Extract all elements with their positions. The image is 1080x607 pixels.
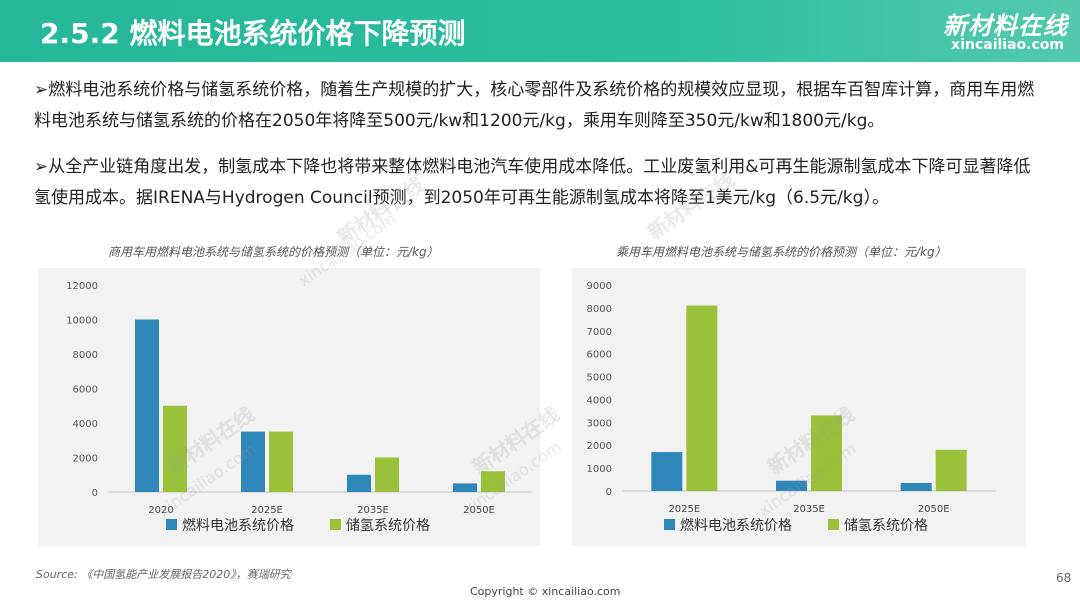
legend-swatch xyxy=(664,519,675,530)
bar-hydrogen-storage xyxy=(935,449,967,491)
y-tick-label: 5000 xyxy=(587,373,612,384)
page-title: 2.5.2 燃料电池系统价格下降预测 xyxy=(40,17,466,50)
bar-hydrogen-storage xyxy=(163,405,187,492)
bar-hydrogen-storage xyxy=(811,415,842,491)
chart-panel-passenger: 0 1000 2000 3000 4000 5000 6000 7000 8000 9000 202… xyxy=(572,268,1026,546)
legend-label: 储氢系统价格 xyxy=(346,518,430,534)
logo-name: 新材料在线 xyxy=(943,12,1068,40)
copyright: Copyright © xincailiao.com xyxy=(470,585,621,598)
bar-fuel-cell xyxy=(347,474,371,492)
y-tick-label: 8000 xyxy=(73,350,98,361)
page-number: 68 xyxy=(1056,571,1072,585)
x-tick-label: 2020 xyxy=(148,505,173,516)
chart-title-passenger: 乘用车用燃料电池系统与储氢系统的价格预测（单位：元/kg） xyxy=(616,245,947,259)
legend-label: 储氢系统价格 xyxy=(844,518,928,534)
y-tick-label: 9000 xyxy=(587,281,612,292)
y-tick-label: 3000 xyxy=(587,418,612,429)
y-tick-label: 6000 xyxy=(73,385,98,396)
x-tick-label: 2035E xyxy=(357,505,389,516)
legend-swatch xyxy=(828,519,839,530)
y-tick-label: 6000 xyxy=(587,350,612,361)
header-bar xyxy=(0,0,1080,62)
x-tick-label: 2035E xyxy=(793,504,825,515)
bar-hydrogen-storage xyxy=(686,305,718,491)
legend-label: 燃料电池系统价格 xyxy=(680,517,792,534)
legend-label: 燃料电池系统价格 xyxy=(182,517,294,534)
chart-panel-commercial: 0 2000 4000 6000 8000 10000 12000 2020 2025E 2035… xyxy=(38,268,540,546)
y-tick-label: 0 xyxy=(92,488,98,499)
x-tick-label: 2050E xyxy=(918,504,950,515)
bar-fuel-cell xyxy=(453,483,477,492)
y-tick-label: 4000 xyxy=(73,419,98,430)
bullet-text-1: ➢燃料电池系统价格与储氢系统价格，随着生产规模的扩大，核心零部件及系统价格的规模… xyxy=(34,80,1035,131)
y-tick-label: 12000 xyxy=(66,281,98,292)
bar-fuel-cell xyxy=(241,431,265,492)
source-note: Source: 《中国氢能产业发展报告2020》，赛瑞研究 xyxy=(36,568,291,581)
bar-fuel-cell xyxy=(900,482,932,491)
bar-fuel-cell xyxy=(135,319,159,492)
legend-swatch xyxy=(330,519,341,530)
y-tick-label: 0 xyxy=(606,487,612,498)
y-tick-label: 2000 xyxy=(587,441,612,452)
logo-url: xincailiao.com xyxy=(951,37,1064,53)
y-tick-label: 10000 xyxy=(66,316,98,327)
bar-fuel-cell xyxy=(776,480,807,491)
bar-fuel-cell xyxy=(651,452,683,491)
chart-title-commercial: 商用车用燃料电池系统与储氢系统的价格预测（单位：元/kg） xyxy=(108,245,439,259)
legend-swatch xyxy=(166,519,177,530)
y-tick-label: 1000 xyxy=(587,464,612,475)
x-tick-label: 2050E xyxy=(463,505,495,516)
bar-hydrogen-storage xyxy=(269,431,293,492)
bullet-text-2: ➢从全产业链角度出发，制氢成本下降也将带来整体燃料电池汽车使用成本降低。工业废氢… xyxy=(34,157,1031,208)
bar-hydrogen-storage xyxy=(481,471,505,492)
bar-chart-passenger: 0 1000 2000 3000 4000 5000 6000 7000 8000 9000 202… xyxy=(587,281,996,534)
y-tick-label: 8000 xyxy=(587,304,612,315)
y-tick-label: 7000 xyxy=(587,327,612,338)
bar-chart-commercial: 0 2000 4000 6000 8000 10000 12000 2020 2025E 2035… xyxy=(66,281,532,534)
x-tick-label: 2025E xyxy=(668,504,700,515)
y-tick-label: 2000 xyxy=(73,454,98,465)
x-tick-label: 2025E xyxy=(251,505,283,516)
header: 2.5.2 燃料电池系统价格下降预测 新材料在线 xincailiao.com xyxy=(0,0,1080,62)
brand-logo: 新材料在线 xincailiao.com xyxy=(943,6,1068,56)
y-tick-label: 4000 xyxy=(587,395,612,406)
bar-hydrogen-storage xyxy=(375,457,399,492)
